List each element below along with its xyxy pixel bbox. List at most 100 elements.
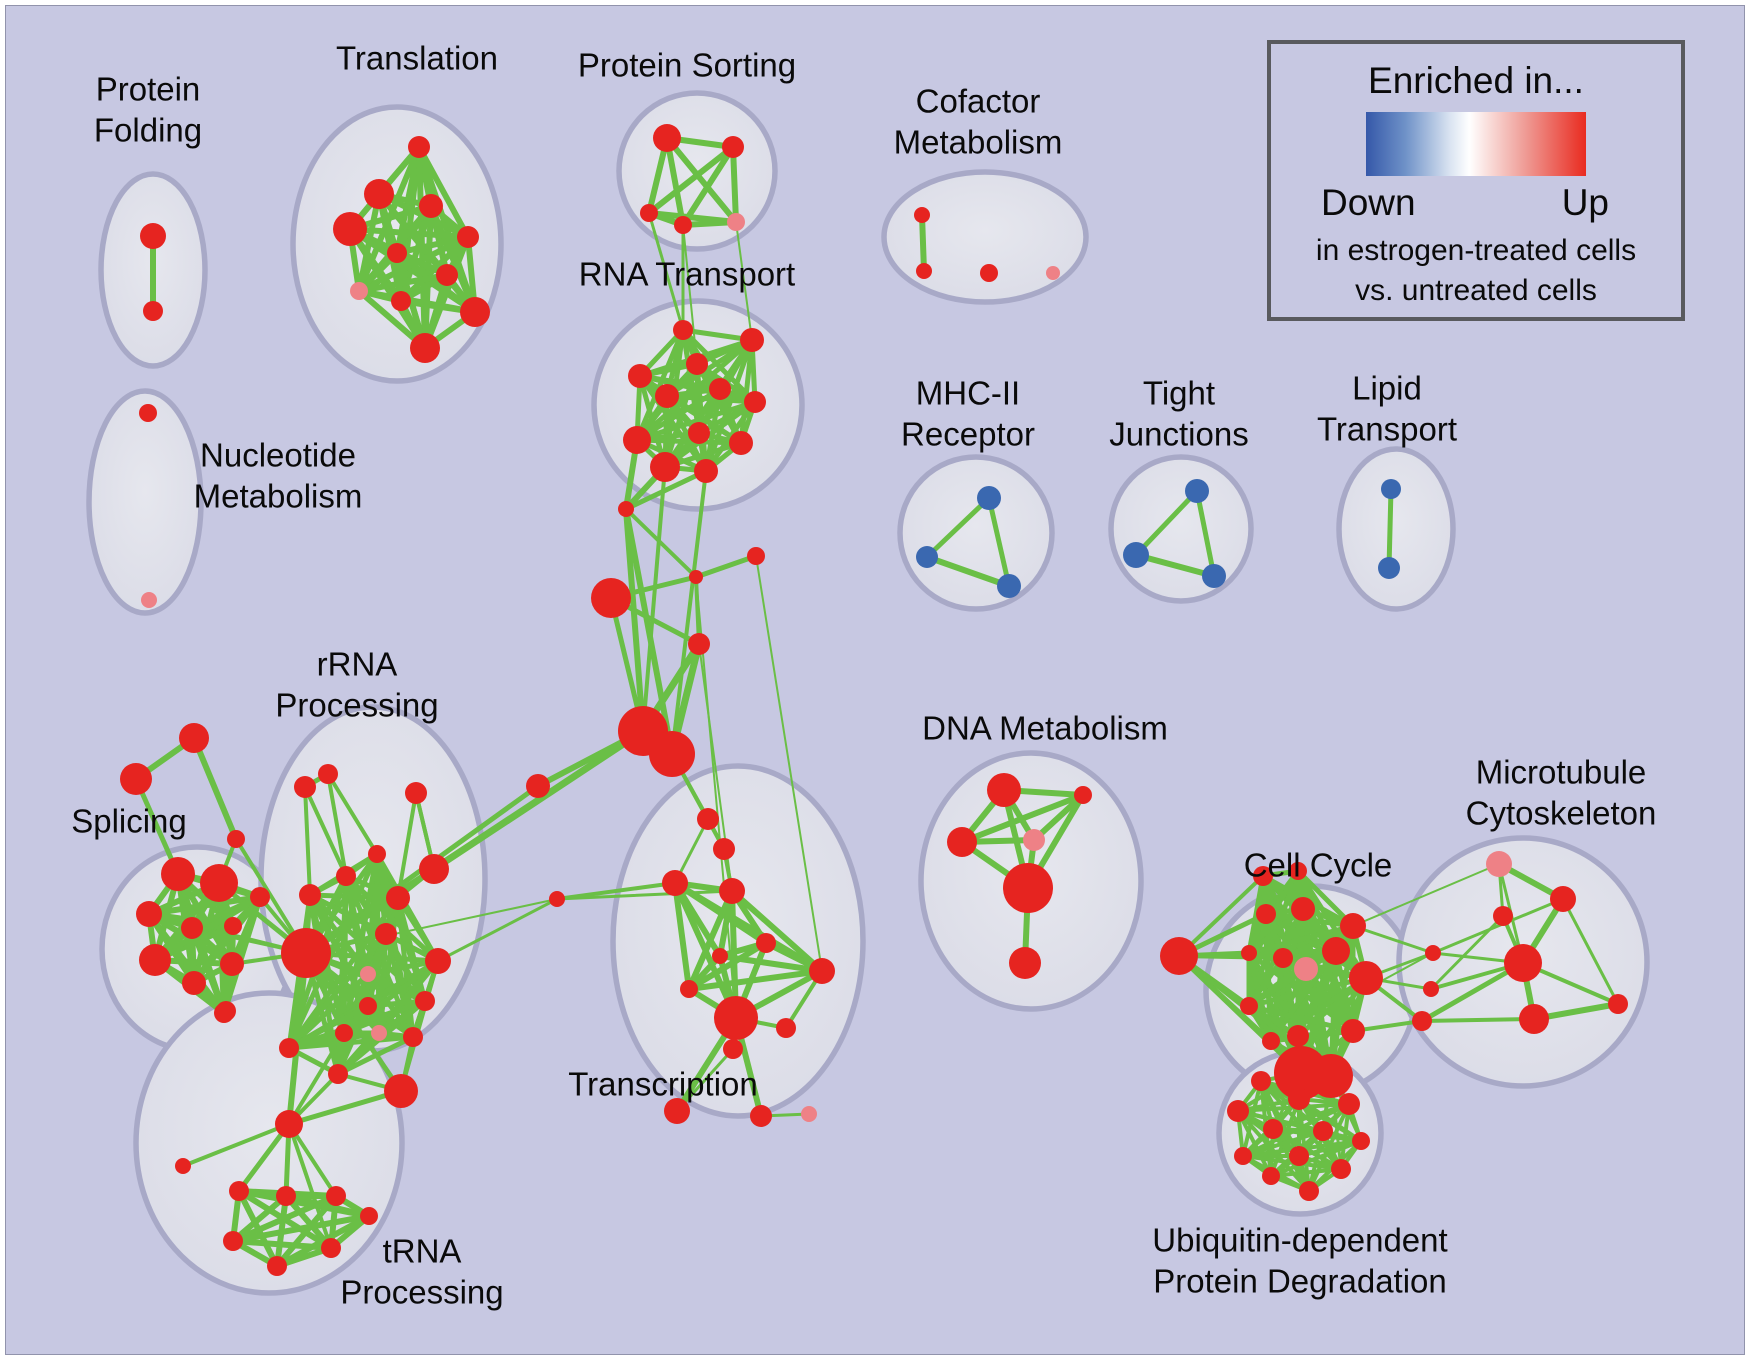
gene-set-node-106 [1160,937,1198,975]
edge [1431,897,1565,955]
edge [374,851,441,964]
edge [1194,488,1217,579]
gene-set-node-7 [387,243,407,263]
gene-set-node-127 [1550,886,1576,912]
gene-set-node-66 [359,997,377,1015]
cluster-label-mhc-ii-receptor: MHC-II [916,375,1020,412]
legend-down-label: Down [1321,182,1416,223]
cluster-label-protein-folding: Protein [96,71,201,108]
cluster-label-translation: Translation [336,40,498,77]
gene-set-node-130 [1519,1004,1549,1034]
gene-set-node-114 [1322,937,1350,965]
gene-set-node-110 [1291,897,1315,921]
gene-set-node-76 [294,776,316,798]
edge [623,506,646,734]
edge [670,469,708,756]
edge [664,393,758,405]
edge [1352,863,1500,927]
gene-set-node-128 [1493,906,1513,926]
gene-set-node-142 [1262,1167,1280,1185]
gene-set-node-71 [328,1064,348,1084]
gene-set-node-88 [139,944,171,976]
gene-set-node-53 [723,1039,743,1059]
gene-set-node-67 [415,991,435,1011]
edge [738,337,755,446]
edge [181,1122,291,1168]
edge [133,776,181,877]
edge [191,735,239,842]
edge [286,931,389,1051]
gene-set-node-111 [1241,945,1257,961]
gene-set-node-18 [914,207,930,223]
cluster-label-microtubule-cytoskeleton: Cytoskeleton [1466,795,1657,832]
gene-set-node-21 [1046,266,1060,280]
gene-set-node-139 [1234,1147,1252,1165]
gene-set-node-83 [200,864,238,902]
gene-set-node-94 [276,1186,296,1206]
edge [396,791,418,900]
gene-set-node-78 [405,782,427,804]
edge [303,785,348,878]
gene-set-node-116 [1349,961,1383,995]
cluster-lipid-transport [1336,446,1456,612]
edge [637,373,758,405]
gene-set-node-122 [1341,1019,1365,1043]
gene-set-node-23 [740,328,764,352]
cluster-label-ubiquitin-dependent-protein-degradation: Ubiquitin-dependent [1152,1222,1447,1259]
gene-set-node-68 [335,1024,353,1042]
gene-set-node-64 [375,923,397,945]
legend-up-label: Up [1561,182,1609,223]
edge [383,931,428,1004]
edge [1386,486,1394,571]
cluster-label-nucleotide-metabolism: Metabolism [194,478,363,515]
cluster-label-trna-processing: Processing [340,1274,503,1311]
gene-set-node-2 [408,136,430,158]
edge [623,468,709,512]
gene-set-node-28 [744,391,766,413]
gene-set-node-117 [1240,997,1258,1015]
gene-set-node-38 [688,633,710,655]
edge [641,465,667,733]
gene-set-node-107 [1253,866,1273,886]
gene-set-node-90 [182,971,206,995]
edge [1419,960,1526,1024]
gene-set-node-63 [360,966,376,982]
gene-set-node-45 [713,838,735,860]
edge [624,507,698,579]
gene-set-node-153 [141,592,157,608]
edge [191,894,263,986]
gene-set-node-85 [181,917,203,939]
gene-set-node-22 [673,320,693,340]
edge [1429,914,1505,991]
gene-set-node-32 [650,452,680,482]
edge [1420,1017,1536,1023]
gene-set-node-93 [229,1181,249,1201]
gene-set-node-112 [1273,948,1293,968]
gene-set-node-31 [729,431,753,455]
gene-set-node-100 [987,773,1021,807]
gene-set-node-108 [1289,862,1307,880]
gene-set-node-17 [727,213,745,231]
gene-set-node-11 [460,297,490,327]
edge [286,1088,404,1127]
edge [287,1122,333,1250]
edge [717,953,825,974]
gene-set-node-52 [714,996,758,1040]
gene-set-node-144 [977,486,1001,510]
gene-set-node-147 [1185,479,1209,503]
gene-set-node-135 [1338,1093,1360,1115]
gene-set-node-136 [1263,1119,1283,1139]
gene-set-node-10 [391,291,411,311]
edge [735,221,753,341]
edge [152,894,263,963]
gene-set-node-49 [712,948,728,964]
edge [693,553,759,580]
edge [555,889,734,901]
gene-set-node-146 [997,574,1021,598]
gene-set-node-61 [368,845,386,863]
gene-set-node-56 [750,1105,772,1127]
cluster-label-dna-metabolism: DNA Metabolism [922,710,1168,747]
edge [303,785,312,897]
cluster-label-trna-processing: tRNA [383,1233,462,1270]
gene-set-node-51 [809,958,835,984]
